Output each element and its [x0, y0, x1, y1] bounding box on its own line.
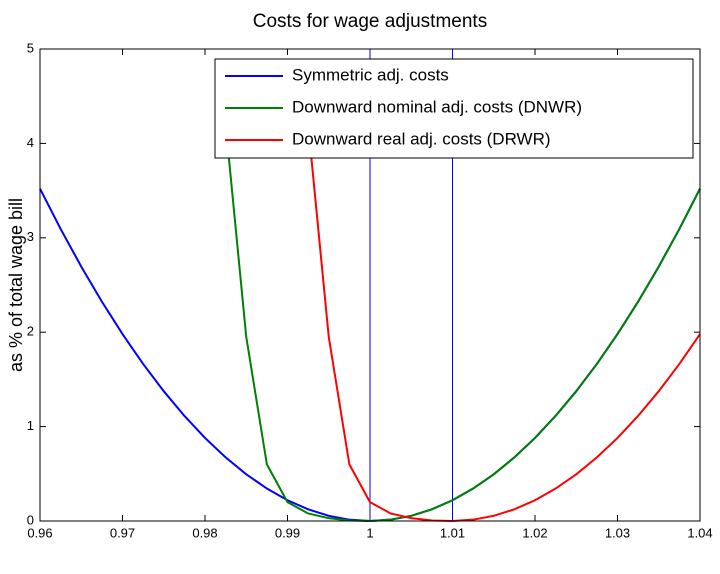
legend-label: Symmetric adj. costs — [292, 65, 449, 84]
y-tick-label: 1 — [27, 418, 34, 433]
legend-label: Downward real adj. costs (DRWR) — [292, 129, 551, 148]
axes-box — [39, 48, 701, 522]
series-line — [224, 124, 701, 523]
y-tick-label: 2 — [27, 324, 34, 339]
y-tick-label: 3 — [27, 229, 34, 244]
chart-title: Costs for wage adjustments — [253, 11, 487, 32]
x-tick-label: 0.99 — [275, 525, 300, 540]
x-tick-label: 1.03 — [605, 525, 630, 540]
x-tick-label: 0.96 — [27, 525, 52, 540]
y-tick-label: 5 — [27, 40, 34, 55]
y-tick-label: 0 — [27, 512, 34, 527]
y-axis-label: as % of total wage bill — [6, 198, 26, 372]
x-tick-label: 0.97 — [110, 525, 135, 540]
x-tick-label: 1.02 — [522, 525, 547, 540]
series-line — [307, 124, 701, 523]
legend-label: Downward nominal adj. costs (DNWR) — [292, 97, 582, 116]
x-tick-label: 1.01 — [440, 525, 465, 540]
x-tick-label: 1.04 — [687, 525, 712, 540]
legend-box — [214, 58, 694, 159]
x-tick-label: 1 — [366, 525, 373, 540]
x-tick-label: 0.98 — [192, 525, 217, 540]
y-tick-label: 4 — [27, 135, 34, 150]
